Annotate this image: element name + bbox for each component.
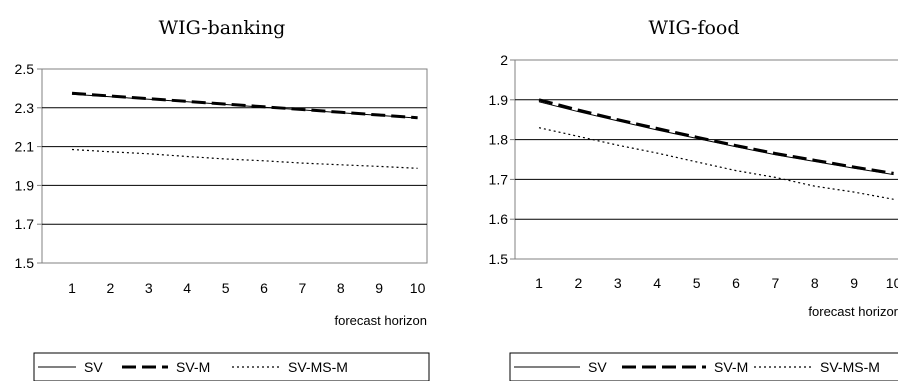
x-tick-label: 6 <box>732 275 740 291</box>
y-tick-label: 1.9 <box>489 92 509 108</box>
x-axis-label: forecast horizon <box>335 313 428 328</box>
chart-title: WIG-banking <box>159 17 286 39</box>
y-tick-label: 1.6 <box>489 211 509 227</box>
chart-title: WIG-food <box>648 17 739 39</box>
gridlines <box>37 68 427 264</box>
x-tick-label: 3 <box>614 275 622 291</box>
x-tick-label: 8 <box>337 280 345 296</box>
y-tick-labels: 1.5 1.7 1.9 2.1 2.3 2.5 <box>15 61 35 271</box>
chart-wig-food: WIG-food 1.5 1.6 1.7 1.8 1.9 2 1 2 3 4 5 6 7 8 9 10 fo… <box>489 17 898 381</box>
x-tick-label: 7 <box>772 275 780 291</box>
x-tick-label: 5 <box>222 280 230 296</box>
x-tick-label: 9 <box>850 275 858 291</box>
legend: SV SV-M SV-MS-M <box>33 352 430 381</box>
y-tick-label: 1.5 <box>489 251 509 267</box>
legend-label-sv-ms-m: SV-MS-M <box>820 359 880 375</box>
x-tick-label: 6 <box>260 280 268 296</box>
x-tick-label: 9 <box>375 280 383 296</box>
x-tick-label: 4 <box>183 280 191 296</box>
x-tick-label: 2 <box>575 275 583 291</box>
legend: SV SV-M SV-MS-M <box>509 352 898 381</box>
x-tick-label: 1 <box>535 275 543 291</box>
y-tick-label: 2.1 <box>15 139 35 155</box>
plot-area <box>41 68 428 264</box>
x-tick-label: 4 <box>653 275 661 291</box>
x-tick-label: 5 <box>693 275 701 291</box>
legend-label-sv: SV <box>84 359 103 375</box>
x-axis-label: forecast horizor <box>808 304 898 319</box>
y-tick-label: 1.7 <box>489 171 509 187</box>
x-tick-label: 10 <box>886 275 898 291</box>
x-tick-labels: 1 2 3 4 5 6 7 8 9 10 <box>535 275 898 291</box>
legend-label-sv-ms-m: SV-MS-M <box>288 359 348 375</box>
x-tick-label: 7 <box>299 280 307 296</box>
x-tick-label: 2 <box>107 280 115 296</box>
y-tick-label: 2 <box>500 52 508 68</box>
x-tick-label: 10 <box>410 280 426 296</box>
y-tick-label: 2.5 <box>15 61 35 77</box>
legend-box <box>33 352 430 381</box>
y-tick-label: 2.3 <box>15 100 35 116</box>
y-tick-label: 1.5 <box>15 255 35 271</box>
y-tick-labels: 1.5 1.6 1.7 1.8 1.9 2 <box>489 52 509 267</box>
plot-area <box>514 59 898 260</box>
x-tick-labels: 1 2 3 4 5 6 7 8 9 10 <box>68 280 425 296</box>
x-tick-label: 8 <box>811 275 819 291</box>
gridlines <box>510 59 898 260</box>
chart-wig-banking: WIG-banking 1.5 1.7 1.9 2.1 2.3 2.5 1 2 3 4 5 6 7 8 9… <box>15 17 430 381</box>
y-tick-label: 1.9 <box>15 177 35 193</box>
y-tick-label: 1.7 <box>15 216 35 232</box>
series-lines <box>538 98 894 200</box>
y-tick-label: 1.8 <box>489 132 509 148</box>
legend-label-sv: SV <box>588 359 607 375</box>
legend-label-sv-m: SV-M <box>714 359 748 375</box>
series-line-sv-m <box>71 91 418 120</box>
x-tick-label: 1 <box>68 280 76 296</box>
series-lines <box>71 91 418 169</box>
series-line-sv-m <box>538 98 894 175</box>
series-line-sv-ms-m <box>538 127 894 200</box>
x-tick-label: 3 <box>145 280 153 296</box>
legend-label-sv-m: SV-M <box>176 359 210 375</box>
